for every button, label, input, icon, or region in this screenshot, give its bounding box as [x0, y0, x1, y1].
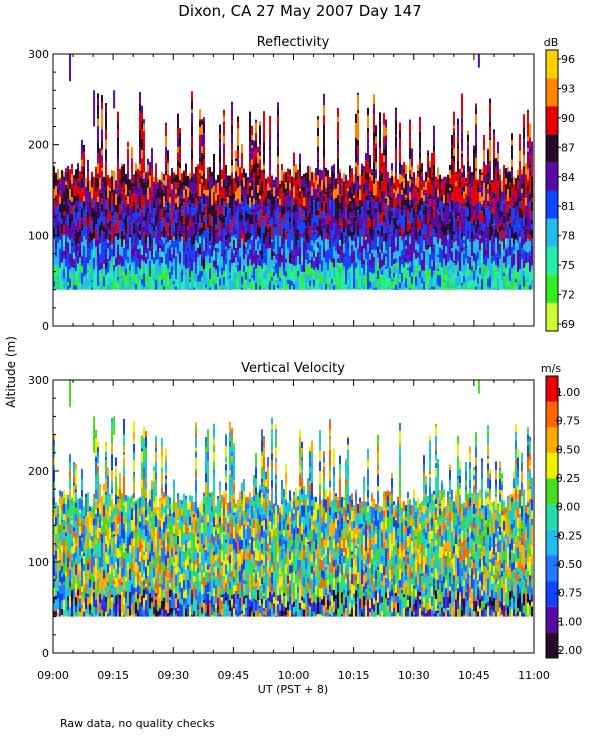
colorbar-label: 69: [561, 318, 575, 331]
colorbar-swatch: [546, 427, 558, 453]
reflectivity-panel: Reflectivity dB 0 100 200 300 69 72 75 78 81 84 8…: [28, 35, 575, 333]
colorbar-label: 0.25: [556, 472, 581, 485]
colorbar-label: 0.00: [556, 501, 581, 514]
colorbar-swatch: [546, 246, 558, 275]
colorbar-swatch: [546, 218, 558, 247]
colorbar-swatch: [546, 162, 558, 191]
colorbar-label: 78: [561, 230, 575, 243]
y-tick-label-100: 100: [28, 229, 49, 242]
colorbar-swatch: [546, 581, 558, 607]
colorbar-label: -1.00: [554, 615, 582, 628]
colorbar-swatch: [546, 50, 558, 79]
y-tick-label-100: 100: [28, 556, 49, 569]
colorbar-label: 75: [561, 259, 575, 272]
x-tick-label: 09:00: [37, 669, 69, 682]
colorbar-label: 90: [561, 112, 575, 125]
velocity-colorbar: -2.00 -1.00 -0.75 -0.50 -0.25 0.00 0.25 0.50 0.7…: [545, 375, 582, 659]
colorbar-swatch: [546, 106, 558, 135]
x-tick-label: 10:30: [398, 669, 430, 682]
y-tick-label-0: 0: [42, 320, 49, 333]
velocity-field: [53, 380, 533, 617]
colorbar-label: -2.00: [554, 644, 582, 657]
colorbar-label: 93: [561, 82, 575, 95]
colorbar-label: -0.50: [554, 558, 582, 571]
colorbar-swatch: [546, 302, 558, 331]
colorbar-label: 72: [561, 289, 575, 302]
x-axis-label: UT (PST + 8): [258, 683, 328, 696]
y-tick-label-300: 300: [28, 48, 49, 61]
colorbar-swatch: [546, 555, 558, 582]
y-tick-label-0: 0: [42, 647, 49, 660]
colorbar-swatch: [546, 134, 558, 163]
colorbar-label: 84: [561, 171, 575, 184]
colorbar-swatch: [546, 376, 558, 402]
colorbar-frame: [545, 375, 559, 659]
x-tick-label: 09:45: [218, 669, 250, 682]
y-axis-label: Altitude (m): [4, 336, 18, 408]
x-tick-label: 09:15: [97, 669, 129, 682]
velocity-title: Vertical Velocity: [241, 361, 345, 376]
colorbar-label: 1.00: [556, 386, 581, 399]
x-tick-labels: 09:00 09:15 09:30 09:45 10:00 10:15 10:30 10:45…: [37, 669, 550, 682]
velocity-panel: Vertical Velocity m/s 0 100 200 300 -2.00 -1…: [28, 361, 582, 660]
x-tick-label: 09:30: [157, 669, 189, 682]
reflectivity-unit: dB: [544, 36, 559, 49]
colorbar-swatch: [546, 504, 558, 530]
reflectivity-colorbar: 69 72 75 78 81 84 87 90 93 96: [545, 49, 575, 332]
colorbar-swatch: [546, 452, 558, 479]
colorbar-swatch: [546, 274, 558, 303]
colorbar-swatch: [546, 606, 558, 633]
colorbar-swatch: [546, 190, 558, 219]
colorbar-frame: [545, 49, 559, 332]
velocity-unit: m/s: [541, 362, 561, 375]
y-tick-label-200: 200: [28, 139, 49, 152]
colorbar-swatch: [546, 529, 558, 556]
colorbar-swatch: [546, 78, 558, 107]
colorbar-label: 96: [561, 53, 575, 66]
x-tick-label: 10:00: [278, 669, 310, 682]
colorbar-swatch: [546, 401, 558, 428]
velocity-axes: 0 100 200 300: [28, 374, 535, 660]
colorbar-label: 0.50: [556, 443, 581, 456]
x-tick-label: 10:15: [338, 669, 370, 682]
footer-note: Raw data, no quality checks: [60, 717, 215, 730]
colorbar-swatch: [546, 478, 558, 505]
reflectivity-axes: 0 100 200 300: [28, 48, 535, 333]
colorbar-swatch: [546, 632, 558, 658]
colorbar-label: -0.25: [554, 529, 582, 542]
colorbar-label: -0.75: [554, 587, 582, 600]
reflectivity-title: Reflectivity: [257, 35, 330, 50]
colorbar-label: 87: [561, 141, 575, 154]
figure-title: Dixon, CA 27 May 2007 Day 147: [178, 2, 421, 20]
colorbar-label: 81: [561, 200, 575, 213]
reflectivity-field: [53, 54, 533, 290]
x-tick-label: 11:00: [518, 669, 550, 682]
y-tick-label-300: 300: [28, 374, 49, 387]
y-tick-label-200: 200: [28, 465, 49, 478]
x-tick-label: 10:45: [458, 669, 490, 682]
colorbar-label: 0.75: [556, 415, 581, 428]
